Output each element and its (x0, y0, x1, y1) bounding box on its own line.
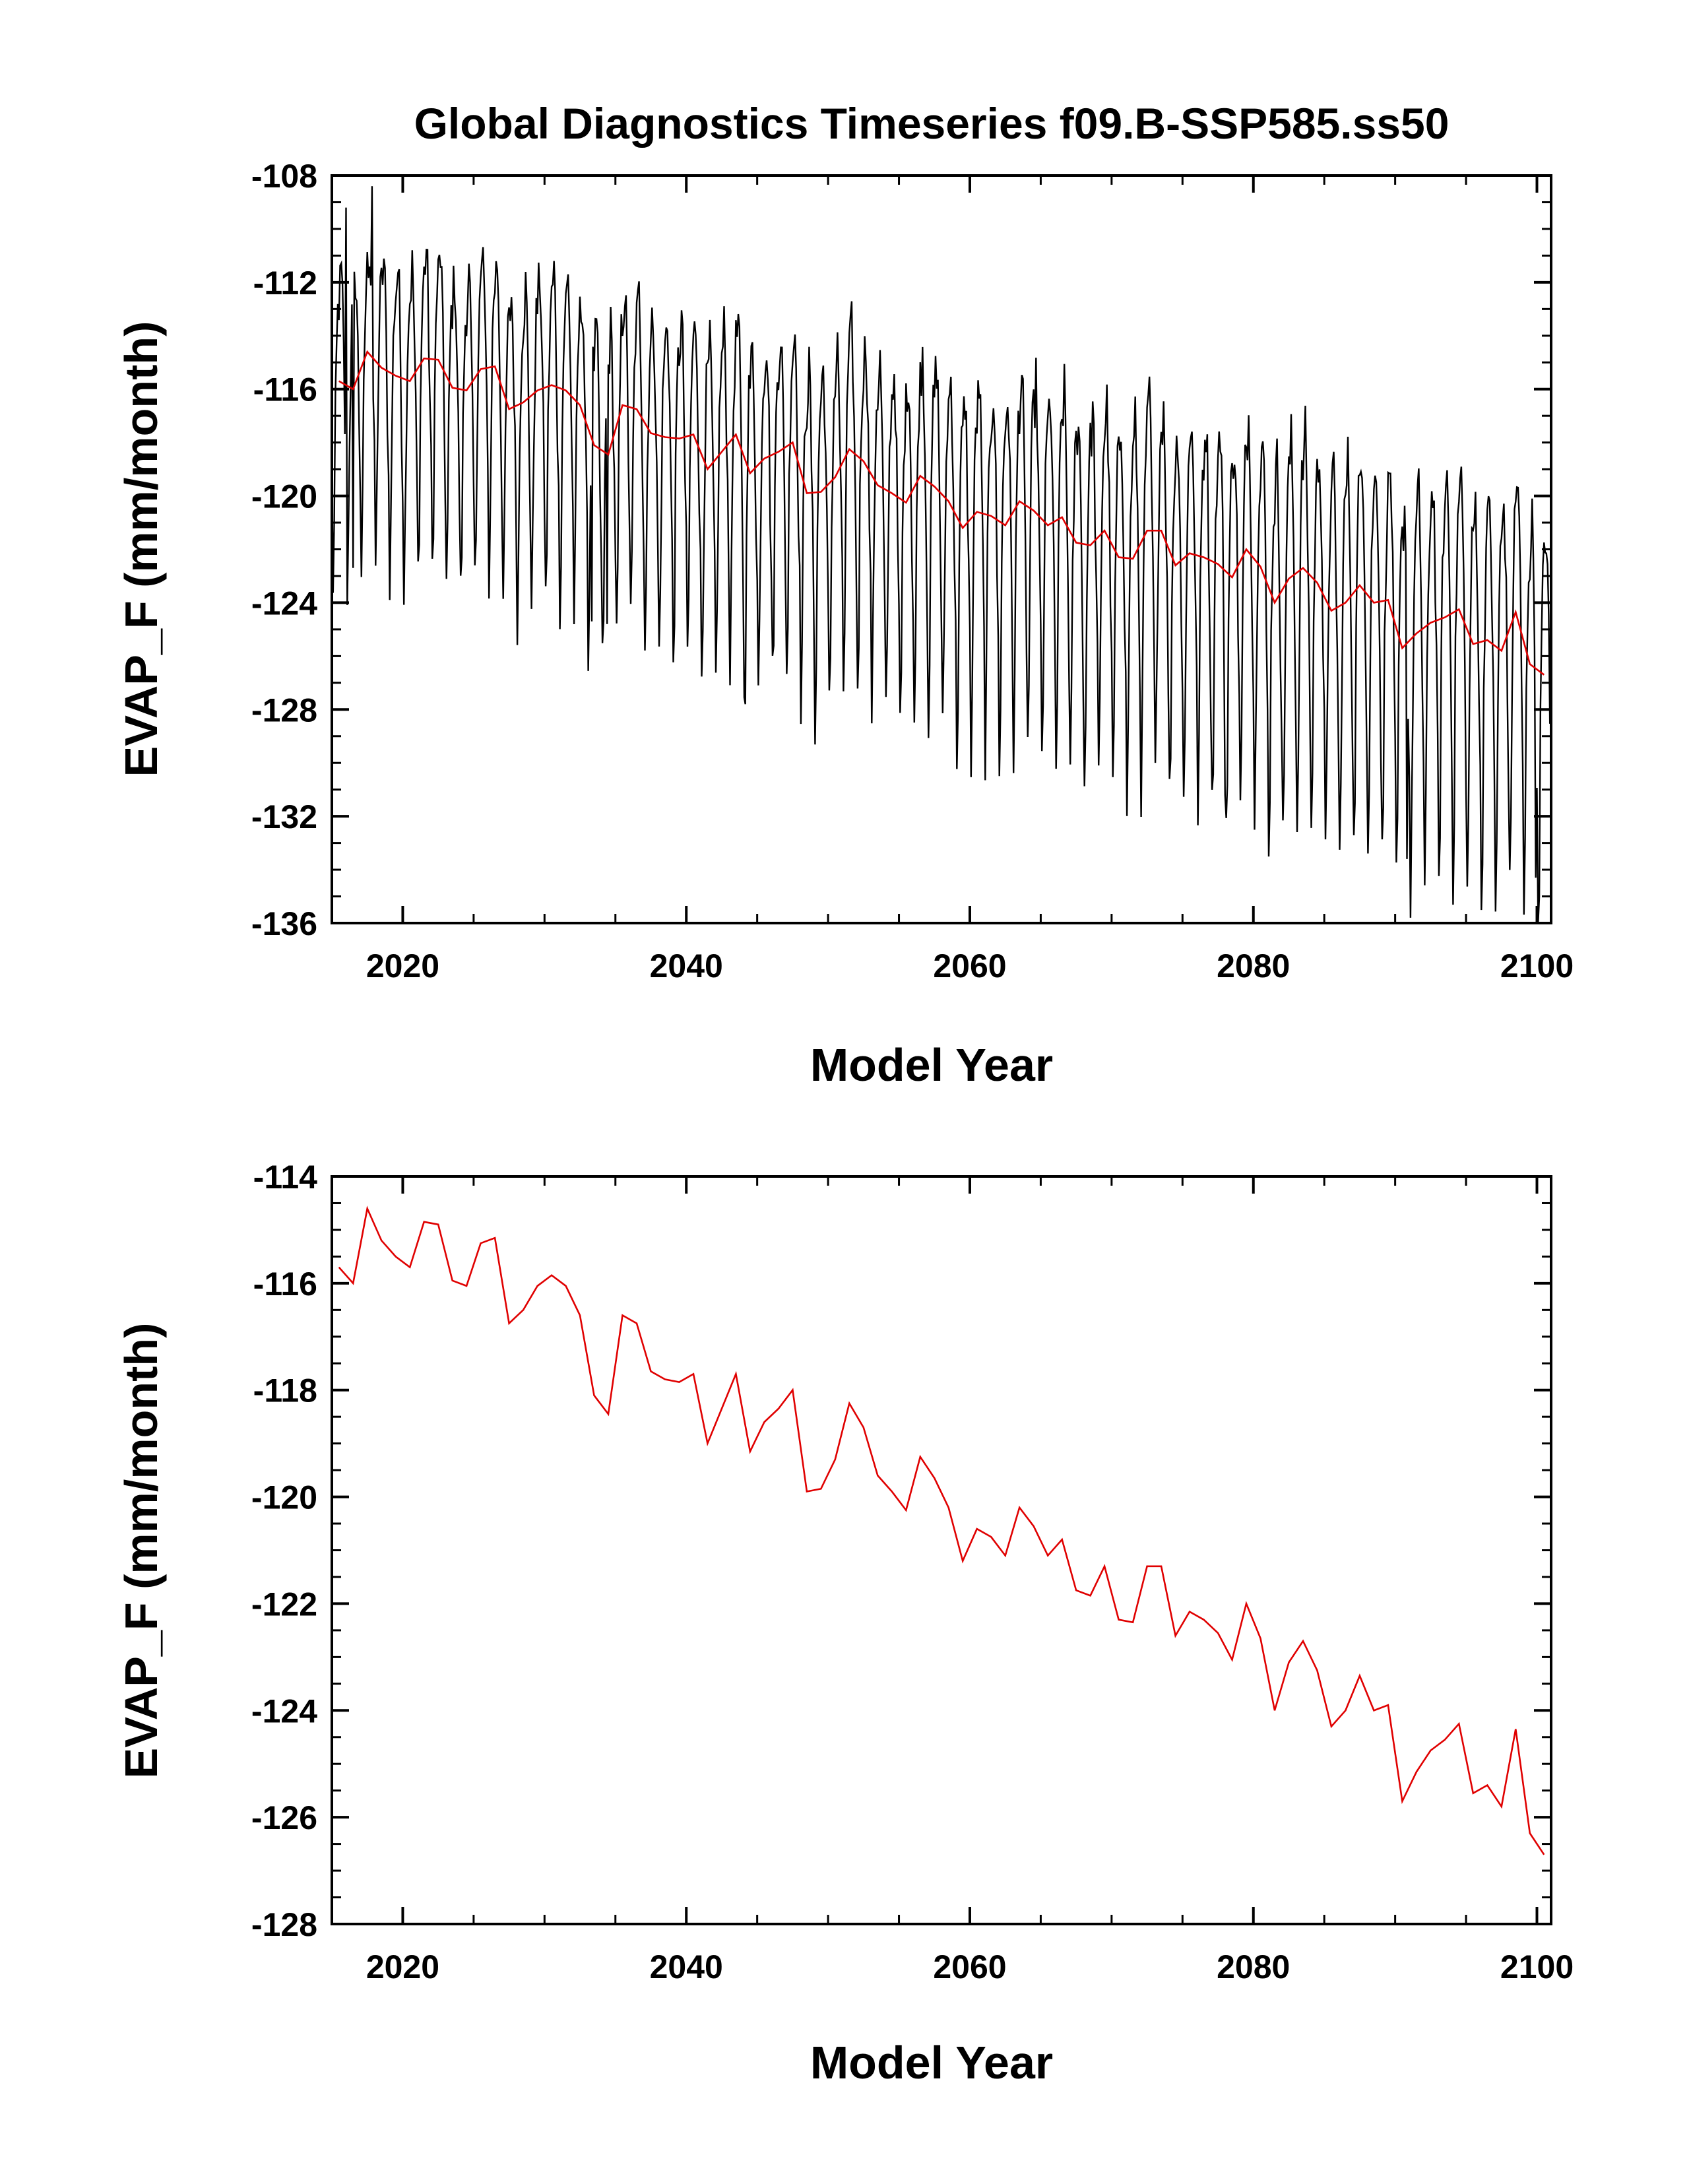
chart-title: Global Diagnostics Timeseries f09.B-SSP5… (414, 99, 1450, 148)
x-tick-label: 2080 (1217, 1948, 1290, 1985)
bottom-ticks: 2020 2040 2060 2080 2100 -114 -116 -118 -120 -122… (251, 1159, 1574, 1985)
top-x-axis-title: Model Year (810, 1039, 1053, 1091)
y-tick-label: -112 (253, 265, 317, 302)
annual-mean-line (338, 350, 1545, 676)
x-tick-label: 2020 (366, 947, 439, 984)
y-tick-label: -118 (253, 1372, 317, 1409)
x-tick-label: 2060 (933, 1948, 1006, 1985)
y-tick-label: -122 (251, 1586, 317, 1622)
y-tick-label: -120 (251, 478, 317, 515)
x-tick-label: 2060 (933, 947, 1006, 984)
bottom-panel: 2020 2040 2060 2080 2100 -114 -116 -118 -120 -122… (115, 1159, 1574, 2088)
bottom-plot-frame (331, 1175, 1552, 1925)
y-tick-label: -128 (251, 1906, 317, 1943)
y-tick-label: -116 (253, 371, 317, 408)
y-tick-label: -128 (251, 691, 317, 728)
y-tick-label: -124 (251, 585, 317, 622)
x-tick-label: 2100 (1500, 947, 1574, 984)
y-tick-label: -124 (251, 1692, 317, 1729)
top-y-axis-title: EVAP_F (mm/month) (115, 321, 167, 777)
annual-mean-series (338, 350, 1545, 676)
x-tick-label: 2100 (1500, 1948, 1574, 1985)
bottom-annual-mean-line (338, 1205, 1545, 1855)
x-tick-label: 2020 (366, 1948, 439, 1985)
y-tick-label: -132 (251, 798, 317, 835)
top-panel: 2020 2040 2060 2080 2100 -108 -112 -116 -120 -124… (115, 158, 1574, 1091)
x-tick-label: 2040 (650, 1948, 723, 1985)
bottom-y-axis-title: EVAP_F (mm/month) (115, 1323, 167, 1779)
bottom-x-axis-title: Model Year (810, 2037, 1053, 2088)
top-ticks: 2020 2040 2060 2080 2100 -108 -112 -116 -120 -124… (251, 158, 1574, 984)
y-tick-label: -114 (253, 1159, 318, 1196)
y-tick-label: -120 (251, 1479, 317, 1516)
monthly-series (331, 186, 1551, 924)
monthly-line (331, 186, 1551, 924)
y-tick-label: -108 (251, 158, 317, 195)
y-tick-label: -136 (251, 905, 317, 942)
y-tick-label: -126 (251, 1799, 317, 1836)
y-tick-label: -116 (253, 1266, 317, 1302)
x-tick-label: 2080 (1217, 947, 1290, 984)
bottom-annual-mean-series (338, 1205, 1545, 1855)
x-tick-label: 2040 (650, 947, 723, 984)
